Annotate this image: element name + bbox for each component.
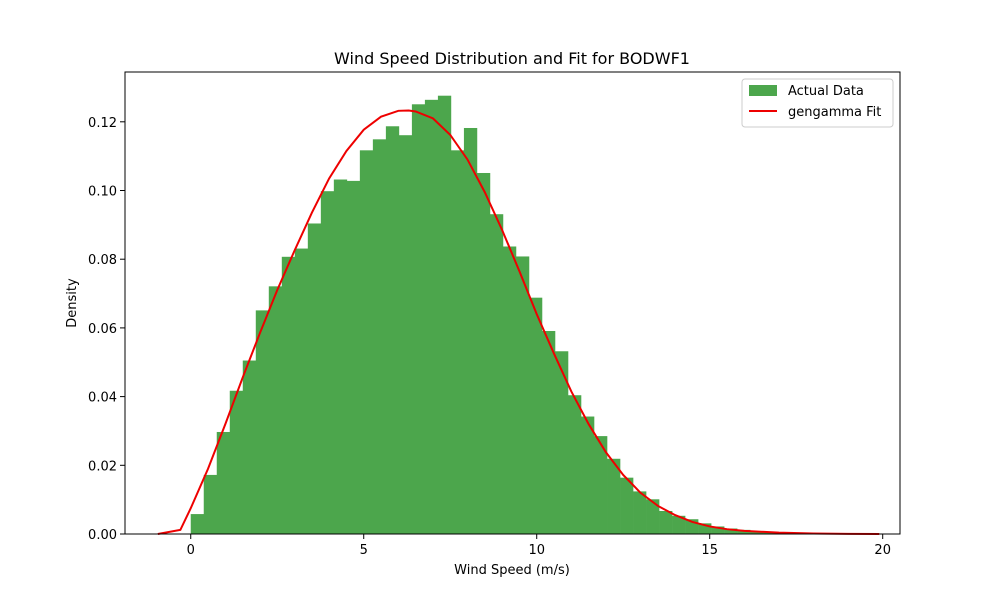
histogram-bar (281, 256, 296, 534)
y-axis-label: Density (65, 278, 80, 328)
histogram-bar (372, 139, 387, 535)
histogram-bar (242, 360, 257, 534)
legend: Actual Data gengamma Fit (741, 78, 894, 128)
x-tick-label: 20 (874, 543, 891, 558)
histogram-bar (567, 395, 582, 534)
x-axis-ticks: 0 5 10 15 20 (187, 534, 891, 558)
y-tick-label: 0.02 (88, 459, 117, 474)
histogram-bar (541, 330, 556, 534)
x-tick-label: 5 (360, 543, 368, 558)
histogram-bar (672, 515, 686, 534)
histogram-bar (333, 179, 348, 535)
histogram-bar (359, 150, 374, 535)
histogram-bar (502, 246, 517, 534)
y-tick-label: 0.08 (88, 253, 117, 268)
y-tick-label: 0.12 (88, 116, 117, 131)
y-tick-label: 0.10 (88, 185, 117, 200)
histogram-bar (268, 286, 283, 534)
histogram-bar (528, 297, 543, 534)
histogram-bar (750, 531, 764, 534)
histogram-bar (307, 223, 322, 535)
histogram-bar (476, 172, 491, 534)
legend-fit-label: gengamma Fit (788, 105, 881, 120)
x-tick-label: 15 (701, 543, 718, 558)
legend-histogram-swatch (749, 85, 777, 96)
y-tick-label: 0.06 (88, 322, 117, 337)
histogram-bar (711, 526, 725, 534)
histogram-bar (607, 458, 621, 534)
histogram-bar (437, 95, 452, 535)
histogram-bar (216, 431, 231, 534)
y-tick-label: 0.00 (88, 528, 117, 543)
x-tick-label: 0 (187, 543, 195, 558)
histogram-bar (463, 127, 478, 534)
y-axis-ticks: 0.00 0.02 0.04 0.06 0.08 0.10 0.12 (88, 116, 125, 543)
histogram-bar (424, 99, 439, 534)
x-tick-label: 10 (528, 543, 545, 558)
chart-title: Wind Speed Distribution and Fit for BODW… (334, 49, 690, 68)
plot-frame (124, 71, 901, 535)
histogram-bar (203, 474, 218, 534)
histogram-bar (346, 180, 361, 534)
histogram-bar (385, 126, 400, 534)
histogram-bar (737, 529, 751, 534)
histogram-bar (515, 256, 530, 534)
histogram-bar (229, 390, 244, 534)
histogram-bar (294, 248, 309, 534)
histogram-bar (594, 436, 608, 534)
histogram-bar (620, 477, 634, 534)
histogram-bar (190, 514, 205, 534)
histogram-bars (190, 95, 881, 535)
histogram-bar (659, 510, 673, 534)
x-axis-label: Wind Speed (m/s) (454, 563, 570, 578)
histogram-bar (646, 499, 660, 534)
histogram-bar (255, 310, 270, 534)
histogram-bar (320, 191, 335, 534)
fit-curve (157, 109, 880, 535)
histogram-bar (411, 104, 426, 534)
y-tick-label: 0.04 (88, 391, 117, 406)
legend-histogram-label: Actual Data (788, 84, 864, 99)
legend-box (741, 78, 894, 128)
histogram-bar (581, 416, 595, 534)
histogram-bar (698, 523, 712, 534)
histogram-bar (398, 135, 413, 534)
histogram-bar (489, 214, 504, 534)
histogram-bar (724, 528, 738, 534)
histogram-bar (633, 491, 647, 534)
histogram-bar (554, 351, 569, 534)
histogram-bar (450, 150, 465, 535)
